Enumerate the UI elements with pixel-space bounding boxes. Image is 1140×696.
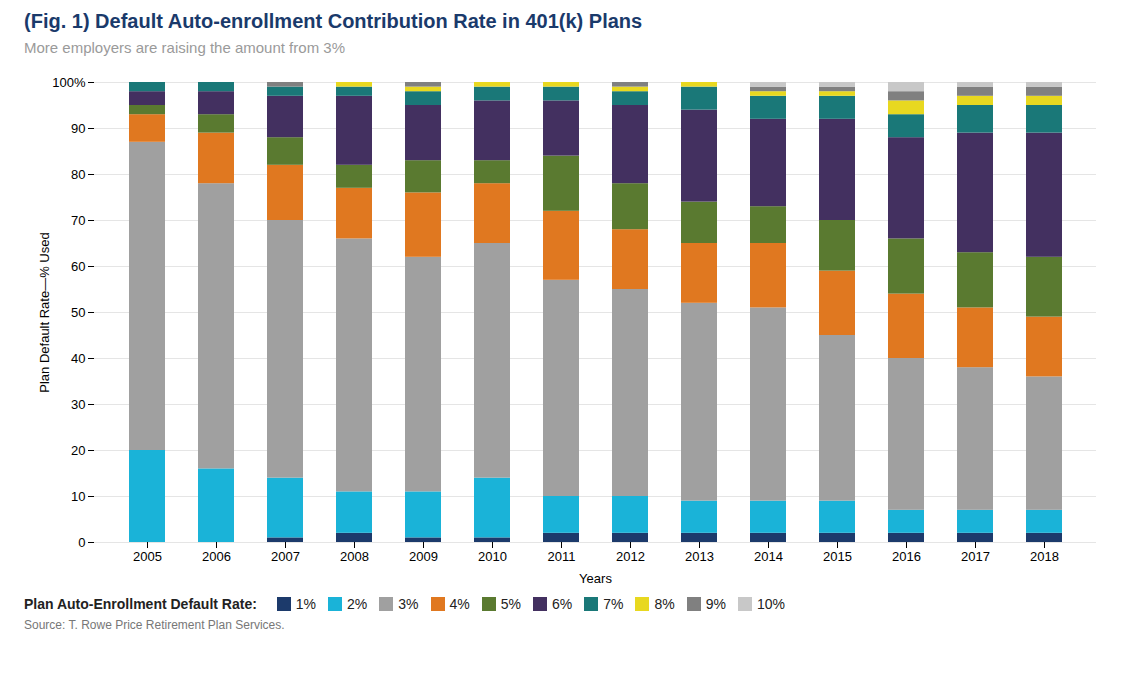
svg-text:80: 80 — [71, 167, 85, 182]
svg-text:2011: 2011 — [548, 549, 576, 564]
html-text:Plan Auto-Enrollment Default R: Plan Auto-Enrollment Default Rate: — [24, 596, 257, 612]
html-text:8%: 8% — [654, 596, 675, 612]
html-text:3%: 3% — [398, 596, 419, 612]
svg-text:100%: 100% — [52, 75, 86, 90]
svg-text:40: 40 — [71, 351, 85, 366]
svg-text:90: 90 — [71, 121, 85, 136]
html-text:Source: T. Rowe Price Retireme: Source: T. Rowe Price Retirement Plan Se… — [24, 618, 285, 632]
svg-text:2016: 2016 — [892, 549, 921, 564]
svg-text:Plan Default Rate—% Used: Plan Default Rate—% Used — [37, 232, 52, 392]
svg-text:70: 70 — [71, 213, 85, 228]
svg-text:2005: 2005 — [133, 549, 162, 564]
svg-text:50: 50 — [71, 305, 85, 320]
html-text:4%: 4% — [449, 596, 470, 612]
svg-text:2010: 2010 — [478, 549, 507, 564]
svg-text:0: 0 — [78, 535, 85, 550]
svg-text:2006: 2006 — [202, 549, 231, 564]
svg-text:2008: 2008 — [340, 549, 369, 564]
html-text:9%: 9% — [705, 596, 726, 612]
svg-text:20: 20 — [71, 443, 85, 458]
html-text:5%: 5% — [500, 596, 521, 612]
html-text:7%: 7% — [603, 596, 624, 612]
html-text:More employers are raising the: More employers are raising the amount fr… — [24, 39, 345, 56]
svg-text:2015: 2015 — [823, 549, 852, 564]
html-text:6%: 6% — [552, 596, 573, 612]
svg-text:2017: 2017 — [961, 549, 990, 564]
svg-text:60: 60 — [71, 259, 85, 274]
svg-text:2012: 2012 — [616, 549, 645, 564]
html-text:2%: 2% — [347, 596, 368, 612]
svg-text:10: 10 — [71, 489, 85, 504]
svg-text:2014: 2014 — [754, 549, 783, 564]
html-text:1%: 1% — [295, 596, 317, 612]
html-text:10%: 10% — [756, 596, 785, 612]
html-text:(Fig. 1) Default Auto-enrollme: (Fig. 1) Default Auto-enrollment Contrib… — [24, 10, 643, 32]
svg-text:Years: Years — [579, 571, 612, 586]
svg-text:30: 30 — [71, 397, 85, 412]
svg-text:2018: 2018 — [1030, 549, 1059, 564]
svg-text:2009: 2009 — [409, 549, 438, 564]
svg-text:2007: 2007 — [271, 549, 300, 564]
svg-text:2013: 2013 — [685, 549, 714, 564]
